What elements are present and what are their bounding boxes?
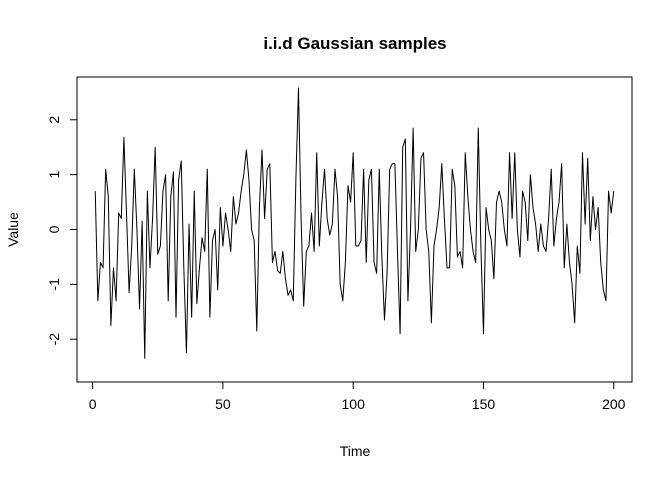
y-tick-label: -1 bbox=[46, 278, 62, 291]
x-tick-label: 0 bbox=[89, 396, 97, 412]
y-tick-label: 1 bbox=[46, 171, 62, 179]
series-line bbox=[94, 87, 615, 359]
y-axis: -2 -1 0 1 2 bbox=[46, 116, 78, 346]
x-axis-label: Time bbox=[340, 443, 371, 459]
y-tick-label: -2 bbox=[46, 333, 62, 346]
y-axis-label: Value bbox=[5, 212, 21, 247]
plot-area-frame bbox=[76, 76, 633, 383]
x-axis: 0 50 100 150 200 bbox=[89, 381, 626, 412]
x-tick-label: 150 bbox=[472, 396, 496, 412]
chart-title: i.i.d Gaussian samples bbox=[263, 34, 446, 53]
series-layer bbox=[94, 87, 615, 359]
y-tick-label: 0 bbox=[46, 225, 62, 233]
x-tick-label: 50 bbox=[215, 396, 231, 412]
y-tick-label: 2 bbox=[46, 116, 62, 124]
x-tick-label: 200 bbox=[602, 396, 626, 412]
x-tick-label: 100 bbox=[342, 396, 366, 412]
